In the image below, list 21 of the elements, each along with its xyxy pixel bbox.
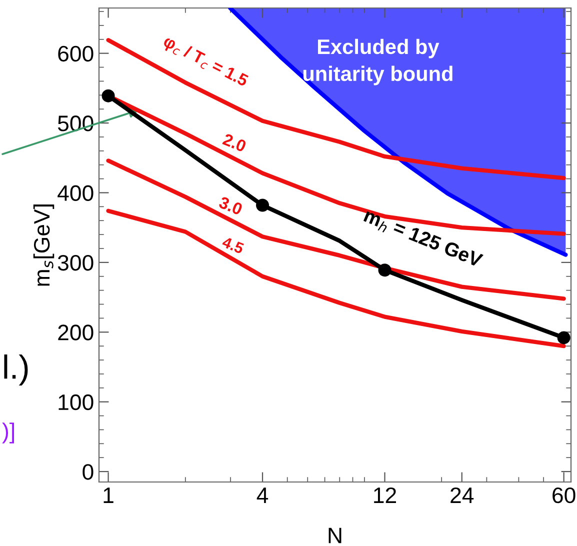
y-tick-label: 400: [58, 185, 94, 201]
x-axis-title: N: [328, 528, 342, 544]
y-tick-label: 200: [58, 324, 94, 340]
y-tick-label: 300: [58, 254, 94, 271]
y-tick-label: 100: [58, 394, 94, 410]
annotation: m$_{h}$ = 125 GeV: [362, 208, 484, 270]
y-axis-title: m$_{s}$[GeV]: [33, 204, 54, 286]
text: l.): [4, 354, 28, 386]
x-tick-label: 24: [450, 487, 474, 503]
annotation: φ$_{c}$ / T$_{c}$ = 1.5: [161, 34, 250, 90]
annotation: 2.0: [222, 133, 247, 152]
annotation: Excluded by unitarity bound: [303, 38, 452, 86]
x-tick-label: 1: [104, 488, 114, 503]
y-tick-label: 0: [82, 464, 94, 480]
annotation: 3.0: [218, 196, 244, 216]
text: )]: [2, 422, 14, 444]
x-tick-label: 12: [374, 487, 396, 503]
x-tick-label: 4: [256, 488, 268, 503]
y-tick-label: 600: [58, 46, 94, 62]
annotation: 4.5: [221, 236, 244, 254]
x-tick-label: 60: [552, 487, 576, 504]
